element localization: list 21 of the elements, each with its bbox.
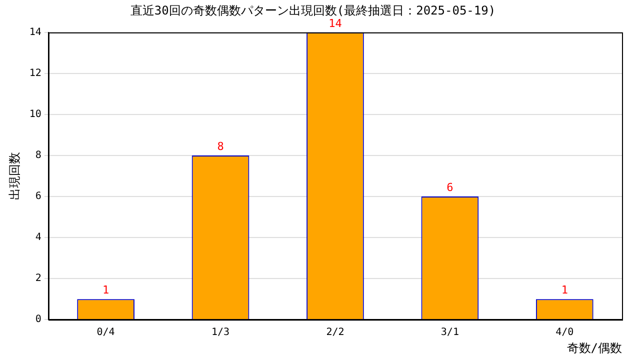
x-tick-label: 1/3 [211, 327, 230, 338]
y-tick-label: 10 [29, 109, 42, 120]
data-label: 6 [446, 180, 454, 194]
x-tick-label: 3/1 [440, 327, 459, 338]
chart-title: 直近30回の奇数偶数パターン出現回数(最終抽選日：2025-05-19) [130, 3, 496, 18]
y-tick-label: 8 [35, 150, 42, 162]
y-tick-label: 4 [35, 232, 42, 244]
data-label: 1 [561, 283, 568, 296]
x-tick-label: 0/4 [96, 327, 115, 338]
y-tick-label: 14 [29, 26, 42, 38]
y-tick-label: 2 [35, 273, 42, 284]
y-tick-label: 6 [35, 191, 42, 202]
x-axis-title: 奇数/偶数 [566, 340, 622, 355]
y-tick-label: 0 [35, 314, 42, 326]
data-label: 8 [217, 140, 224, 153]
data-label: 14 [328, 16, 342, 30]
y-tick-label: 12 [29, 68, 42, 80]
x-tick-label: 4/0 [556, 327, 574, 338]
y-axis-title: 出現回数 [7, 152, 22, 200]
data-label: 1 [102, 283, 110, 296]
x-tick-label: 2/2 [326, 327, 344, 338]
